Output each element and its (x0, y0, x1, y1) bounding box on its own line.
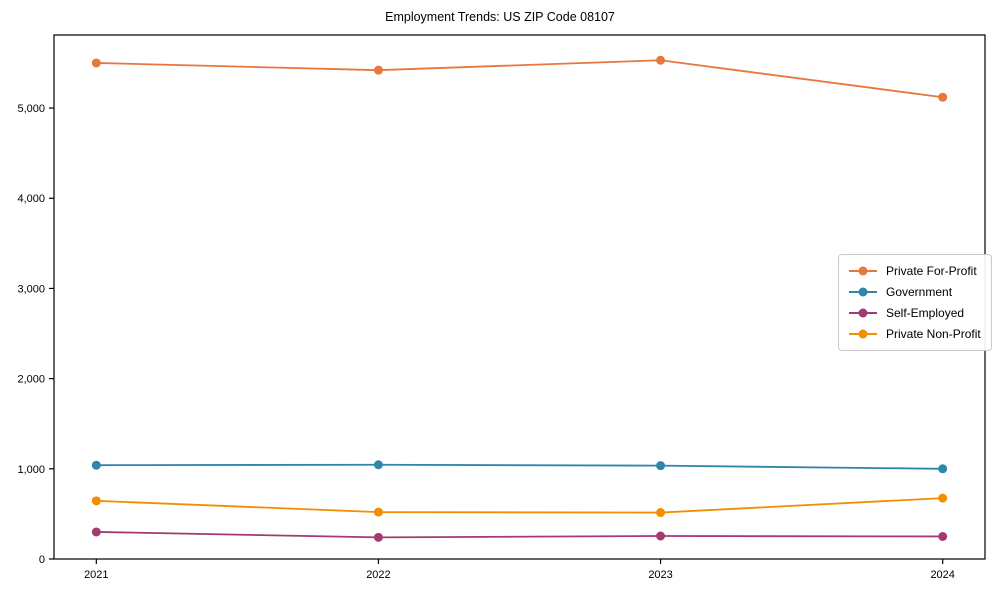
series-marker (373, 65, 383, 75)
legend-label: Government (886, 285, 953, 299)
series-marker (938, 493, 948, 503)
series-marker (373, 507, 383, 517)
series-marker (938, 464, 948, 474)
y-axis-tick-label: 4,000 (17, 193, 45, 205)
chart-title: Employment Trends: US ZIP Code 08107 (385, 10, 615, 24)
series-marker (656, 461, 666, 471)
series-marker (938, 531, 948, 541)
y-axis-tick-label: 0 (39, 554, 45, 566)
legend-item: Private For-Profit (849, 262, 981, 280)
series-marker (91, 460, 101, 470)
series-line (96, 463, 943, 470)
legend-marker-icon (849, 287, 877, 297)
series-marker (91, 496, 101, 506)
x-axis-tick-label: 2022 (366, 569, 390, 581)
x-axis-tick-label: 2024 (930, 569, 954, 581)
series-marker (656, 508, 666, 518)
series-line (96, 59, 943, 99)
series-marker (373, 532, 383, 542)
series-marker (656, 531, 666, 541)
legend-item: Government (849, 283, 981, 301)
chart-legend: Private For-Profit Government Self-Employe… (838, 254, 992, 351)
legend-label: Private Non-Profit (886, 327, 981, 341)
x-axis-tick-label: 2021 (84, 569, 108, 581)
legend-dot-icon (858, 329, 868, 339)
legend-dot-icon (858, 308, 868, 318)
series-line (96, 531, 943, 539)
y-axis-tick-label: 2,000 (17, 374, 45, 386)
series-marker (91, 58, 101, 68)
legend-item: Private Non-Profit (849, 325, 981, 343)
legend-label: Private For-Profit (886, 264, 977, 278)
series-marker (91, 527, 101, 537)
series-line (96, 497, 943, 514)
legend-label: Self-Employed (886, 306, 965, 320)
y-axis-tick-label: 3,000 (17, 283, 45, 295)
series-marker (373, 460, 383, 470)
series-marker (938, 92, 948, 102)
legend-item: Self-Employed (849, 304, 981, 322)
legend-marker-icon (849, 308, 877, 318)
x-axis-tick-label: 2023 (648, 569, 672, 581)
series-marker (656, 55, 666, 65)
y-axis-tick-label: 5,000 (17, 103, 45, 115)
legend-dot-icon (858, 266, 868, 276)
y-axis-tick-label: 1,000 (17, 464, 45, 476)
legend-marker-icon (849, 266, 877, 276)
legend-dot-icon (858, 287, 868, 297)
legend-marker-icon (849, 329, 877, 339)
